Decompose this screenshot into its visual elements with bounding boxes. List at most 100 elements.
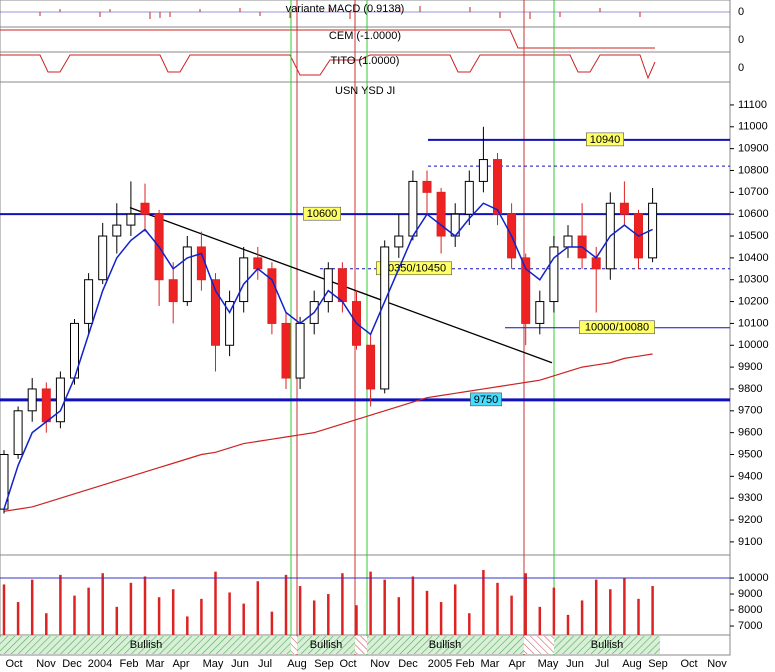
y-tick-label: 9100 [738, 536, 762, 548]
candle-body [337, 268, 347, 303]
candle-body [464, 180, 474, 215]
indicator-label: TITO (1.0000) [331, 55, 400, 67]
y-tick-label: 10200 [738, 295, 769, 307]
x-tick-label: Jun [566, 658, 584, 670]
candle-body [84, 279, 94, 324]
x-tick-label: Mar [146, 658, 165, 670]
x-tick-label: Apr [172, 658, 189, 670]
vol-tick-label: 8000 [738, 604, 762, 616]
candle-body [563, 235, 573, 248]
x-tick-label: May [203, 658, 224, 670]
x-tick-label: Nov [370, 658, 390, 670]
y-tick-label: 10800 [738, 164, 769, 176]
vol-tick-label: 7000 [738, 620, 762, 632]
macd-bars [39, 6, 641, 19]
candle-body [225, 301, 235, 346]
y-tick-label: 10100 [738, 317, 769, 329]
band [355, 636, 367, 654]
x-tick-label: 2005 [428, 658, 452, 670]
level-label: 10000/10080 [585, 322, 649, 334]
y-tick-label: 10500 [738, 230, 769, 242]
x-tick-label: Feb [456, 658, 475, 670]
candle-body [281, 322, 291, 379]
x-tick-label: Feb [120, 658, 139, 670]
candle-body [422, 180, 432, 193]
level-label-bg [303, 206, 341, 221]
y-tick-label: 9600 [738, 427, 762, 439]
y-tick-label: 11000 [738, 121, 768, 133]
y-tick-label: 10700 [738, 186, 769, 198]
candle-body [98, 235, 108, 281]
candle-body [380, 246, 390, 390]
x-tick-label: Mar [481, 658, 500, 670]
band [0, 636, 291, 654]
y-tick-label: 9300 [738, 492, 762, 504]
candle-body [126, 213, 136, 226]
x-tick-label: Jul [595, 658, 609, 670]
band-label: Bullish [591, 639, 623, 651]
x-tick-label: Sep [648, 658, 668, 670]
x-tick-label: May [538, 658, 559, 670]
band-label: Bullish [310, 639, 342, 651]
candle-body [267, 268, 277, 324]
y-tick-label: 9800 [738, 383, 762, 395]
candle-body [478, 159, 488, 182]
level-label: 10940 [590, 134, 621, 146]
indicator-zero: 0 [738, 34, 744, 46]
x-tick-label: Nov [36, 658, 56, 670]
y-tick-label: 10900 [738, 143, 769, 155]
x-tick-label: 2004 [88, 658, 112, 670]
level-label-bg [579, 320, 655, 335]
candle-body [27, 388, 37, 412]
band [524, 636, 554, 654]
candle-body [253, 257, 263, 270]
level-label-bg [586, 132, 624, 147]
y-tick-label: 9200 [738, 514, 762, 526]
candle-body [591, 257, 601, 270]
vol-tick-label: 10000 [738, 572, 769, 584]
y-tick-label: 10400 [738, 252, 769, 264]
y-tick-label: 11100 [738, 99, 767, 111]
y-tick-label: 9500 [738, 448, 762, 460]
level-label: 10350/10450 [382, 263, 446, 275]
indicator-zero: 0 [738, 6, 744, 18]
x-tick-label: Dec [398, 658, 418, 670]
level-label: 10600 [307, 208, 338, 220]
candle-body [493, 159, 502, 215]
indicator-zero: 0 [738, 62, 744, 74]
candle-body [535, 301, 545, 324]
cem-line [0, 29, 655, 49]
y-tick-label: 10600 [738, 208, 769, 220]
x-tick-label: Oct [339, 658, 356, 670]
candle-body [366, 344, 376, 390]
x-tick-label: Jun [231, 658, 249, 670]
band [297, 636, 355, 654]
x-tick-label: Nov [707, 658, 727, 670]
x-tick-label: Apr [508, 658, 525, 670]
x-tick-label: Dec [62, 658, 82, 670]
indicator-label: CEM (-1.0000) [329, 30, 401, 42]
level-label-bg [376, 261, 452, 276]
ma-short [3, 202, 653, 510]
candle-body [55, 377, 65, 423]
candle-body [323, 268, 333, 303]
candle-body [13, 410, 23, 456]
indicator-label: variante MACD (0.9138) [286, 3, 405, 15]
x-tick-label: Aug [622, 658, 642, 670]
candle-body [168, 279, 178, 303]
candle-body [239, 257, 249, 303]
band [291, 636, 297, 654]
band [367, 636, 524, 654]
candle-body [521, 257, 531, 324]
y-tick-label: 9700 [738, 405, 762, 417]
x-tick-label: Oct [5, 658, 22, 670]
x-tick-label: Jul [258, 658, 272, 670]
candle-body [436, 191, 446, 237]
band-label: Bullish [429, 639, 461, 651]
candle-body [182, 246, 192, 303]
candle-body [549, 246, 559, 303]
candle-body [211, 279, 220, 346]
level-label-bg [470, 392, 502, 407]
x-tick-label: Aug [287, 658, 307, 670]
candle-body [41, 388, 51, 423]
